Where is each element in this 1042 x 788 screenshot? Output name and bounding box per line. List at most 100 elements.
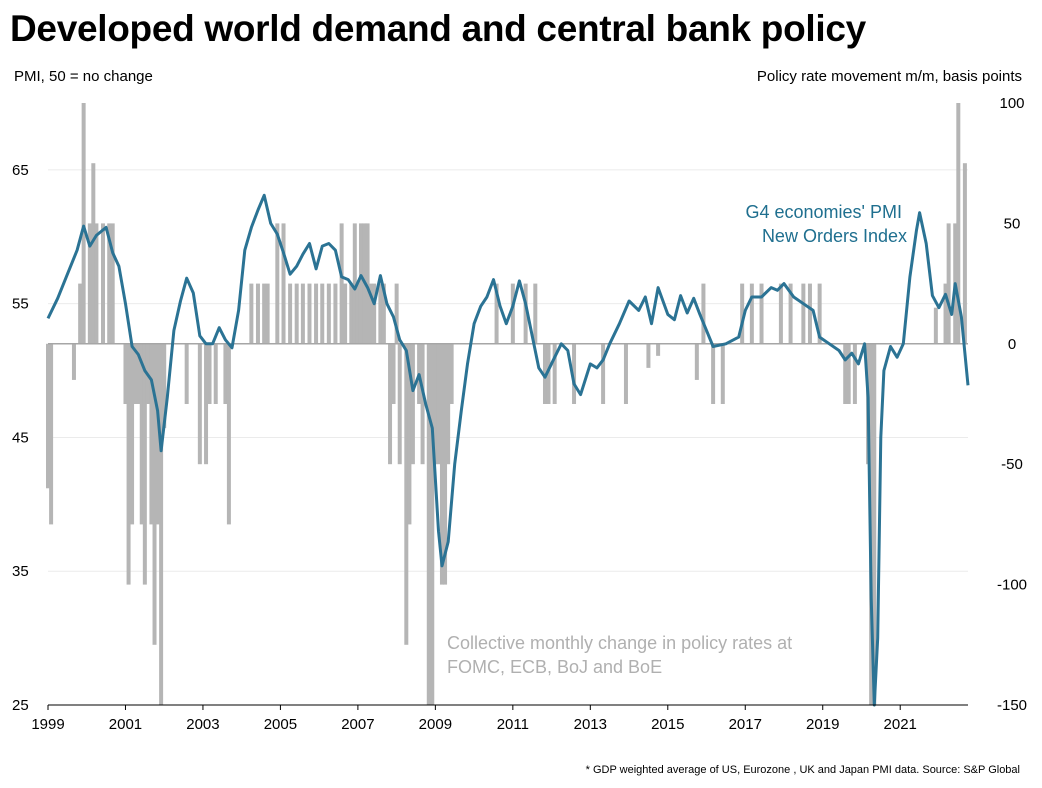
policy-rate-bar bbox=[443, 343, 448, 585]
policy-rate-bar bbox=[91, 163, 96, 344]
left-axis-tick-label: 45 bbox=[12, 429, 29, 446]
policy-rate-bar bbox=[623, 343, 628, 404]
policy-rate-bar bbox=[133, 343, 138, 404]
x-axis-tick-label: 2005 bbox=[264, 716, 297, 733]
policy-rate-bar bbox=[204, 343, 209, 465]
policy-rate-bar bbox=[533, 283, 538, 344]
policy-rate-bar bbox=[197, 343, 202, 465]
policy-rate-bar bbox=[358, 223, 363, 344]
policy-rate-bar bbox=[552, 343, 557, 404]
policy-rate-bar bbox=[123, 343, 128, 404]
right-axis-title: Policy rate movement m/m, basis points bbox=[756, 68, 1022, 85]
policy-rate-bar bbox=[807, 283, 812, 344]
policy-rate-bar bbox=[365, 223, 370, 344]
policy-rate-bar bbox=[494, 283, 499, 344]
policy-rate-bar bbox=[107, 223, 112, 344]
chart-title: Developed world demand and central bank … bbox=[10, 8, 866, 49]
policy-rate-bar bbox=[523, 283, 528, 344]
policy-rate-bar bbox=[433, 343, 438, 465]
policy-rate-bar bbox=[572, 343, 577, 404]
x-axis-tick-label: 2003 bbox=[186, 716, 219, 733]
policy-rate-bar bbox=[226, 343, 231, 525]
left-axis-ticks: 25 35 45 55 65 bbox=[12, 162, 29, 714]
left-axis-tick-label: 55 bbox=[12, 296, 29, 313]
policy-rate-bar bbox=[426, 343, 431, 705]
policy-rate-bar bbox=[343, 283, 348, 344]
policy-rate-bar bbox=[152, 343, 157, 645]
left-axis-tick-label: 65 bbox=[12, 162, 29, 179]
policy-bars-label: Collective monthly change in policy rate… bbox=[447, 633, 797, 677]
policy-rate-bar bbox=[49, 343, 54, 525]
policy-rate-bar bbox=[933, 307, 938, 344]
x-axis-tick-label: 2015 bbox=[651, 716, 684, 733]
policy-rate-bar bbox=[126, 343, 131, 585]
policy-rate-bar bbox=[46, 343, 50, 489]
policy-rate-bar bbox=[149, 343, 154, 525]
policy-rate-bar bbox=[410, 343, 415, 465]
x-axis-tick-label: 2019 bbox=[806, 716, 839, 733]
policy-rate-bar bbox=[155, 343, 160, 525]
policy-rate-bar bbox=[391, 343, 396, 404]
policy-rate-bar bbox=[430, 343, 435, 705]
policy-rate-bar bbox=[843, 343, 848, 404]
policy-rate-bar bbox=[397, 343, 402, 465]
policy-rate-bar bbox=[510, 283, 515, 344]
policy-rate-bar bbox=[110, 223, 115, 344]
policy-rate-bar bbox=[142, 343, 147, 585]
policy-rate-bar bbox=[307, 283, 312, 344]
policy-rate-bar bbox=[255, 283, 260, 344]
policy-rate-bar bbox=[87, 223, 92, 344]
policy-rate-bar bbox=[352, 223, 357, 344]
policy-rate-bar bbox=[749, 283, 754, 344]
policy-rate-bar bbox=[407, 343, 412, 525]
policy-rate-bar bbox=[223, 343, 228, 404]
policy-rate-bar bbox=[81, 103, 86, 344]
footnote: * GDP weighted average of US, Eurozone ,… bbox=[585, 764, 1020, 776]
policy-rate-bar bbox=[213, 343, 218, 404]
policy-rate-bar bbox=[872, 343, 877, 705]
policy-rate-bar bbox=[300, 283, 305, 344]
policy-rate-bar bbox=[449, 343, 454, 404]
policy-rate-bar bbox=[262, 283, 267, 344]
policy-rate-bar bbox=[436, 343, 441, 465]
right-axis-tick-label: 100 bbox=[999, 95, 1024, 112]
policy-rate-bar bbox=[439, 343, 444, 585]
policy-rate-bar bbox=[275, 223, 280, 344]
policy-rate-bar bbox=[184, 343, 189, 404]
x-axis-tick-label: 2013 bbox=[574, 716, 607, 733]
policy-rate-bar bbox=[372, 283, 377, 344]
policy-rate-bar bbox=[355, 283, 360, 344]
policy-rate-bar bbox=[720, 343, 725, 404]
policy-rate-bar bbox=[701, 283, 706, 344]
x-axis-tick-label: 2009 bbox=[419, 716, 452, 733]
policy-rate-bar bbox=[778, 283, 783, 344]
policy-rate-bar bbox=[249, 283, 254, 344]
x-axis-ticks: 1999 2001 2003 2005 2007 2009 2011 2013 2015 2017… bbox=[31, 705, 917, 733]
policy-rate-bar bbox=[339, 223, 344, 344]
policy-rate-bar bbox=[711, 343, 716, 404]
policy-rate-bars bbox=[46, 103, 967, 705]
policy-rate-bar bbox=[446, 343, 451, 465]
policy-rate-bar bbox=[288, 283, 293, 344]
policy-rate-bar bbox=[265, 283, 270, 344]
x-axis-tick-label: 2011 bbox=[497, 716, 529, 733]
x-axis-tick-label: 2001 bbox=[109, 716, 142, 733]
right-axis-tick-label: 0 bbox=[1008, 336, 1016, 353]
policy-rate-bar bbox=[78, 283, 83, 344]
gridlines bbox=[48, 169, 968, 572]
policy-rate-bar bbox=[404, 343, 409, 645]
right-axis-tick-label: 50 bbox=[1004, 215, 1021, 232]
policy-rate-bar bbox=[333, 283, 338, 344]
policy-rate-bar bbox=[846, 343, 851, 404]
policy-rate-bar bbox=[546, 343, 551, 404]
x-axis-tick-label: 2021 bbox=[884, 716, 917, 733]
policy-rate-bar bbox=[420, 343, 425, 465]
policy-rate-bar bbox=[962, 163, 967, 344]
policy-rate-bar bbox=[101, 223, 106, 344]
policy-rate-bar bbox=[943, 283, 948, 344]
policy-rate-bar bbox=[801, 283, 806, 344]
x-axis-tick-label: 2007 bbox=[341, 716, 374, 733]
right-axis-tick-label: -50 bbox=[1001, 456, 1023, 473]
policy-rate-bar bbox=[759, 283, 764, 344]
